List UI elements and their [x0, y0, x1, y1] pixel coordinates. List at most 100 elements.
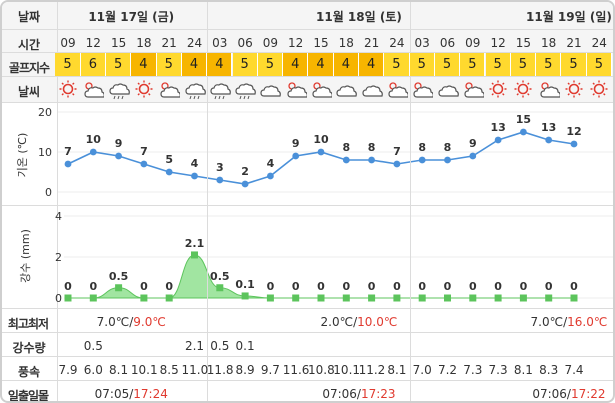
- temp-data-label: 4: [267, 157, 275, 170]
- temp-point: [267, 172, 274, 180]
- golf-index-cell: 5: [434, 53, 461, 76]
- rain-point: [519, 294, 527, 302]
- day-header: 11월 19일 (일): [526, 10, 612, 24]
- temp-data-label: 8: [368, 141, 376, 154]
- temp-data-label: 7: [64, 145, 72, 158]
- max-temp: 16.0℃: [567, 315, 608, 329]
- wind-cell: 10.8: [308, 363, 335, 377]
- temp-data-label: 3: [216, 161, 224, 174]
- time-cell: 09: [60, 36, 76, 50]
- golf-index-cell: 5: [232, 53, 258, 76]
- rain-point: [570, 294, 578, 302]
- minmax-separator: /: [563, 315, 568, 329]
- sun-separator: /: [129, 387, 134, 401]
- wind-cell: 8.1: [387, 363, 407, 377]
- rain-data-label: 0.1: [235, 278, 255, 291]
- rain-point: [266, 294, 274, 302]
- rain-data-label: 0: [140, 280, 148, 293]
- temp-point: [342, 156, 350, 164]
- wind-cell: 8.9: [235, 363, 255, 377]
- temp-data-label: 2: [241, 165, 249, 178]
- temp-data-label: 8: [342, 141, 350, 154]
- time-cell: 12: [490, 36, 506, 50]
- rain-tick-label: 2: [55, 251, 62, 264]
- time-cell: 15: [515, 36, 532, 50]
- rain-data-label: 0: [64, 280, 72, 293]
- rain-point: [444, 294, 451, 302]
- rain-data-label: 0: [267, 280, 275, 293]
- wind-cell: 6.0: [83, 363, 103, 377]
- rain-data-label: 0: [520, 280, 528, 293]
- temp-tick-label: 20: [38, 106, 52, 119]
- time-cell: 21: [161, 36, 177, 50]
- partly-cloudy-icon: [285, 80, 308, 100]
- temp-data-label: 9: [115, 137, 123, 150]
- sunrise-sunset-cell: 07:06/17:22: [509, 387, 613, 401]
- time-label: 시간: [17, 38, 41, 52]
- max-temp: 10.0℃: [357, 315, 398, 329]
- rain-point: [216, 284, 224, 292]
- golf-index-cell: 5: [460, 53, 486, 76]
- sunrise-sunset-cell: 07:06/17:23: [299, 387, 419, 401]
- sun-icon: [487, 80, 509, 100]
- wind-cell: 7.0: [412, 363, 432, 377]
- day-header: 11월 17일 (금): [88, 10, 175, 24]
- time-cell: 15: [313, 36, 329, 50]
- time-cell: 18: [541, 36, 557, 50]
- golf-index-cell: 4: [181, 53, 208, 76]
- time-cell: 06: [439, 36, 456, 50]
- golf-index-cell: 4: [333, 53, 359, 76]
- rain-point: [165, 294, 173, 302]
- minmax-separator: /: [353, 315, 358, 329]
- partly-cloudy-icon: [310, 80, 333, 100]
- wind-cell: 8.3: [539, 363, 559, 377]
- rain-point: [64, 294, 72, 302]
- rain-data-label: 0: [342, 280, 350, 293]
- rain-data-label: 0: [545, 280, 553, 293]
- sun-icon: [57, 80, 79, 100]
- golf-index-cell: 4: [207, 53, 233, 76]
- rain-data-label: 0: [165, 280, 173, 293]
- time-cell: 18: [136, 36, 152, 50]
- sun-separator: /: [356, 387, 361, 401]
- golf-index-cell: 4: [283, 53, 309, 76]
- temp-point: [191, 172, 198, 180]
- time-cell: 03: [212, 36, 228, 50]
- rain-point: [115, 284, 123, 292]
- golf-index-cell: 5: [257, 53, 284, 76]
- wind-cell: 10.1: [130, 363, 158, 377]
- rain-data-label: 0: [418, 280, 426, 293]
- rain-point: [241, 292, 249, 300]
- wind-cell: 10.1: [333, 363, 361, 377]
- sunrise-time: 07:06: [322, 387, 357, 401]
- rain-data-label: 0: [292, 280, 300, 293]
- time-cell: 12: [288, 36, 304, 50]
- temp-point: [64, 160, 72, 168]
- temp-data-label: 12: [566, 125, 581, 138]
- sun-separator: /: [566, 387, 571, 401]
- rain-point: [393, 294, 401, 302]
- wind-label: 풍속: [17, 365, 41, 379]
- sun-icon: [563, 80, 585, 100]
- rain-tick-label: 4: [55, 210, 62, 223]
- golf-index-cell: 5: [536, 53, 562, 76]
- rain-data-label: 0: [469, 280, 477, 293]
- rain-data-label: 0: [393, 280, 401, 293]
- rain-cloud-icon: [108, 80, 130, 100]
- rain-data-label: 0.5: [109, 270, 129, 283]
- golf-index-cell: 4: [359, 53, 385, 76]
- wind-cell: 11.0: [181, 363, 209, 377]
- time-cell: 09: [465, 36, 481, 50]
- temp-point: [165, 168, 173, 176]
- time-cell: 24: [591, 36, 607, 50]
- min-temp: 2.0℃: [320, 315, 354, 329]
- temp-data-label: 8: [418, 141, 426, 154]
- rain-point: [317, 294, 325, 302]
- golf-index-cell: 5: [561, 53, 587, 76]
- sun-icon: [588, 80, 610, 100]
- min-temp: 7.0℃: [530, 315, 564, 329]
- temp-axis-label: 기온 (℃): [16, 132, 29, 178]
- rain-point: [191, 251, 198, 259]
- cloud-icon: [361, 80, 383, 100]
